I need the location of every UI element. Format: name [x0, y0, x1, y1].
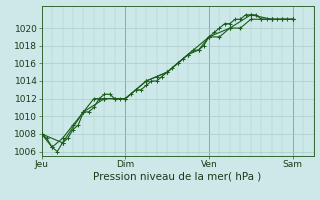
- X-axis label: Pression niveau de la mer( hPa ): Pression niveau de la mer( hPa ): [93, 172, 262, 182]
